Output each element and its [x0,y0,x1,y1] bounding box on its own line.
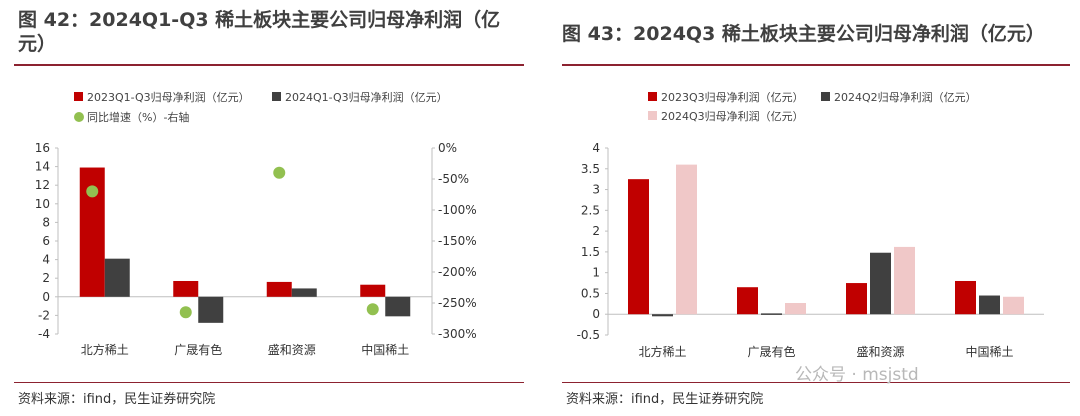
y-tick-label: 16 [35,141,50,155]
bar [1003,296,1024,315]
x-tick-label: 北方稀土 [81,342,129,357]
bar [785,303,806,315]
x-tick-label: 盛和资源 [856,344,904,359]
y2-tick-label: 0% [438,141,457,155]
scatter-point [366,303,379,316]
left-source-rule [14,382,524,383]
left-figure-panel: 图 42：2024Q1-Q3 稀土板块主要公司归母净利润（亿元） 2023Q1-… [14,9,524,407]
legend-swatch [74,112,84,122]
y-tick-label: 2 [42,271,50,285]
x-tick-label: 中国稀土 [361,342,409,357]
y-tick-label: 0 [42,290,50,304]
y2-tick-label: -250% [438,296,477,310]
bar [291,288,317,297]
x-tick-label: 广晟有色 [174,343,222,357]
bar [894,246,915,315]
legend-swatch [821,92,830,101]
x-tick-label: 广晟有色 [747,345,795,359]
legend-label: 2023Q3归母净利润（亿元） [661,90,804,104]
x-tick-label: 中国稀土 [965,344,1013,359]
y-tick-label: 3 [592,183,600,197]
y2-tick-label: -150% [438,234,477,248]
legend-swatch [272,92,281,101]
x-tick-label: 盛和资源 [268,342,316,357]
legend-swatch [648,92,657,101]
scatter-point [273,166,286,179]
y-tick-label: -0.5 [577,328,600,342]
scatter-point [179,306,192,319]
legend-label: 2024Q3归母净利润（亿元） [661,109,804,123]
legend-label: 2024Q1-Q3归母净利润（亿元） [285,90,448,104]
y-tick-label: 10 [35,197,50,211]
y-tick-label: 3.5 [581,162,600,176]
right-chart: 2023Q3归母净利润（亿元） 2024Q2归母净利润（亿元） 2024Q3归母净利… [577,90,1044,359]
legend-label: 同比增速（%）-右轴 [87,110,189,124]
bar [737,287,758,315]
y-tick-label: 0 [592,307,600,321]
bar [870,252,891,315]
legend-label: 2024Q2归母净利润（亿元） [834,90,977,104]
bar [955,280,976,315]
y-tick-label: 2.5 [581,203,600,217]
bar [385,296,411,317]
legend-label: 2023Q1-Q3归母净利润（亿元） [87,90,250,104]
watermark-text: 公众号 · msjstd [795,365,919,385]
bar [104,258,130,297]
right-title-rule [562,64,1070,66]
x-tick-label: 北方稀土 [638,344,686,359]
y-tick-label: 4 [592,141,600,155]
left-figure-title: 图 42：2024Q1-Q3 稀土板块主要公司归母净利润（亿元） [18,9,501,55]
y-tick-label: 8 [42,215,50,229]
y-tick-label: 1 [592,266,600,280]
bar [360,284,386,297]
y-tick-label: -4 [38,327,50,341]
y-tick-label: 14 [35,160,50,174]
right-source-note: 资料来源：ifind，民生证券研究院 [566,392,764,407]
y-tick-label: 0.5 [581,286,600,300]
bar [266,281,292,297]
bar [676,164,697,315]
y-tick-label: 6 [42,234,50,248]
legend-swatch [648,111,657,120]
y-tick-label: -2 [38,308,50,322]
bar [761,313,782,315]
y-tick-label: 4 [42,253,50,267]
bar [173,280,199,297]
y2-tick-label: -200% [438,265,477,279]
y-tick-label: 12 [35,178,50,192]
y2-tick-label: -100% [438,203,477,217]
bar [846,283,867,315]
legend-swatch [74,92,83,101]
left-title-rule [14,64,524,66]
bar [652,314,673,317]
left-chart: 2023Q1-Q3归母净利润（亿元） 2024Q1-Q3归母净利润（亿元） 同比增速… [35,90,477,357]
bar [979,295,1000,315]
y-tick-label: 2 [592,224,600,238]
right-figure-panel: 图 43：2024Q3 稀土板块主要公司归母净利润（亿元） 2023Q3归母净利… [548,0,1080,416]
bar [198,296,224,323]
scatter-point [86,185,99,198]
bar [628,179,649,315]
right-figure-title: 图 43：2024Q3 稀土板块主要公司归母净利润（亿元） [562,23,1045,45]
right-source-rule [562,382,1070,383]
y-tick-label: 1.5 [581,245,600,259]
y2-tick-label: -50% [438,172,469,186]
y2-tick-label: -300% [438,327,477,341]
left-source-note: 资料来源：ifind，民生证券研究院 [18,392,216,407]
